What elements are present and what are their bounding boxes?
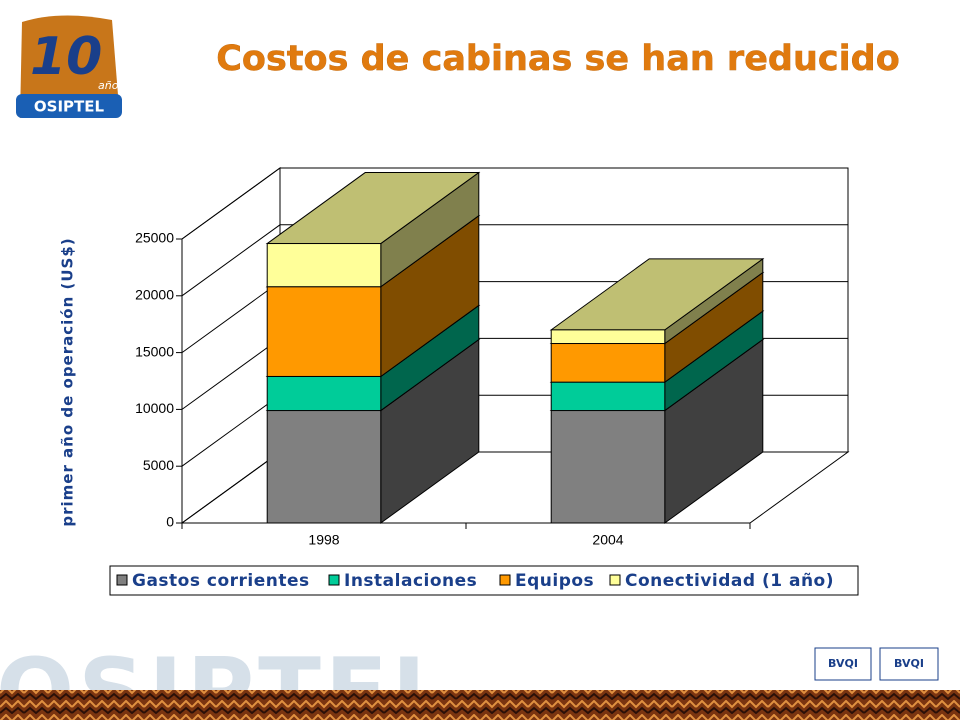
y-tick-label: 15000 xyxy=(135,343,174,359)
y-tick-label: 0 xyxy=(166,514,174,530)
badge-text: BVQI xyxy=(828,657,858,670)
y-tick-label: 20000 xyxy=(135,287,174,303)
bar xyxy=(550,343,666,383)
badge xyxy=(814,647,872,681)
logo-text: años xyxy=(98,79,124,92)
badge xyxy=(879,647,939,681)
y-tick-label: 10000 xyxy=(135,400,174,416)
legend-label: Instalaciones xyxy=(344,571,477,591)
legend-label: Conectividad (1 año) xyxy=(625,571,834,591)
bar xyxy=(266,375,382,412)
plot: 0 5000 10000 15000 20000 25000 1998 2004 xyxy=(135,167,850,548)
y-axis-label: primer año de operación (US$) xyxy=(59,237,77,526)
grid-line xyxy=(181,167,848,240)
logo-backdrop xyxy=(20,15,118,119)
bar xyxy=(266,243,382,288)
x-tick-label: 1998 xyxy=(308,532,339,548)
footer-band xyxy=(0,690,960,720)
legend-label: Gastos corrientes xyxy=(132,571,310,591)
legend-swatch xyxy=(328,574,340,586)
bar xyxy=(550,329,666,345)
legend-label: Equipos xyxy=(515,571,594,591)
y-tick-label: 5000 xyxy=(143,457,174,473)
logo: 10 años OSIPTEL xyxy=(16,15,124,119)
badge-text: BVQI xyxy=(894,657,924,670)
legend-swatch xyxy=(499,574,511,586)
bar xyxy=(550,410,666,524)
legend-items: Gastos corrientes Instalaciones Equipos Con… xyxy=(116,571,834,591)
bar xyxy=(550,381,666,412)
logo-banner xyxy=(16,94,122,118)
legend-swatch xyxy=(609,574,621,586)
bar xyxy=(266,286,382,377)
bar xyxy=(266,410,382,524)
x-tick-label: 2004 xyxy=(592,532,623,548)
legend-swatch xyxy=(116,574,128,586)
chart-title: Costos de cabinas se han reducido xyxy=(216,39,900,79)
logo-brand: OSIPTEL xyxy=(34,98,105,116)
legend xyxy=(109,565,859,596)
y-tick-label: 25000 xyxy=(135,230,174,246)
logo-number: 10 xyxy=(30,27,102,87)
grid-line xyxy=(181,224,848,297)
